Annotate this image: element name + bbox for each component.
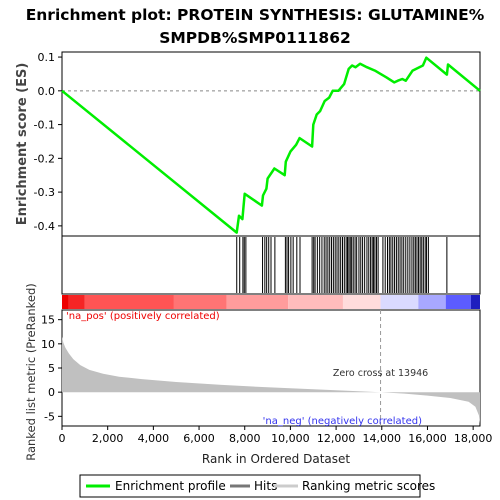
es-y-tick-label: 0.0 xyxy=(38,85,56,98)
x-tick-label: 4,000 xyxy=(138,432,170,445)
x-tick-label: 16,000 xyxy=(408,432,447,445)
x-tick-label: 8,000 xyxy=(229,432,261,445)
x-tick-label: 2,000 xyxy=(92,432,124,445)
color-bar-segment xyxy=(68,295,85,309)
x-tick-label: 10,000 xyxy=(271,432,310,445)
color-bar-segment xyxy=(288,295,343,309)
legend: Enrichment profile Hits Ranking metric s… xyxy=(79,474,435,498)
x-tick-label: 18,000 xyxy=(454,432,493,445)
es-y-tick-label: -0.2 xyxy=(34,152,55,165)
es-y-tick-label: -0.4 xyxy=(34,220,55,233)
x-axis: 0 2,000 4,000 6,000 8,000 10,000 12,000 14,000 1… xyxy=(59,426,493,445)
zero-cross-label: Zero cross at 13946 xyxy=(333,368,428,379)
metric-y-axis-label: Ranked list metric (PreRanked) xyxy=(24,283,38,461)
x-axis-label: Rank in Ordered Dataset xyxy=(202,452,350,466)
x-tick-label: 6,000 xyxy=(183,432,215,445)
pos-correlated-label: 'na_pos' (positively correlated) xyxy=(66,311,220,322)
metric-y-tick-label: 15 xyxy=(41,314,55,327)
es-y-tick-label: -0.3 xyxy=(34,186,55,199)
color-bar-segment xyxy=(445,295,471,309)
es-y-tick-label: 0.1 xyxy=(38,51,56,64)
chart-title-line1: Enrichment plot: PROTEIN SYNTHESIS: GLUT… xyxy=(26,6,485,24)
metric-y-tick-label: 0 xyxy=(48,386,55,399)
legend-metric-label: Ranking metric scores xyxy=(302,479,435,493)
color-bar-segment xyxy=(84,295,174,309)
legend-hits-label: Hits xyxy=(254,479,277,493)
x-tick-label: 12,000 xyxy=(317,432,356,445)
color-bar-segment xyxy=(470,295,480,309)
x-tick-label: 14,000 xyxy=(363,432,402,445)
metric-y-tick-label: 5 xyxy=(48,362,55,375)
chart-title-line2: SMPDB%SMP0111862 xyxy=(159,29,351,47)
color-bar-segment xyxy=(418,295,446,309)
es-plot-frame xyxy=(61,51,481,237)
metric-y-tick-label: 10 xyxy=(41,338,55,351)
es-panel: 0.1 0.0 -0.1 -0.2 -0.3 -0.4 Enrichment score … xyxy=(15,51,481,237)
es-y-tick-label: -0.1 xyxy=(34,119,55,132)
color-bar-segment xyxy=(342,295,381,309)
metric-frame xyxy=(61,309,481,427)
color-bar-segment xyxy=(380,295,419,309)
enrichment-profile-line xyxy=(61,56,481,234)
ranked-metric-panel: 15 10 5 0 -5 Zero cross at 13946 'na_pos' (p… xyxy=(24,283,481,461)
x-tick-label: 0 xyxy=(59,432,66,445)
color-bar-segment xyxy=(226,295,289,309)
rank-color-bar xyxy=(62,295,480,309)
neg-correlated-label: 'na_neg' (negatively correlated) xyxy=(263,416,422,427)
es-y-axis-label: Enrichment score (ES) xyxy=(15,63,30,226)
color-bar-segment xyxy=(62,295,69,309)
color-bar-segment xyxy=(173,295,227,309)
metric-y-tick-label: -5 xyxy=(44,410,55,423)
legend-enrichment-label: Enrichment profile xyxy=(115,479,226,493)
hits-panel xyxy=(61,235,481,295)
ranking-metric-area xyxy=(62,336,480,424)
